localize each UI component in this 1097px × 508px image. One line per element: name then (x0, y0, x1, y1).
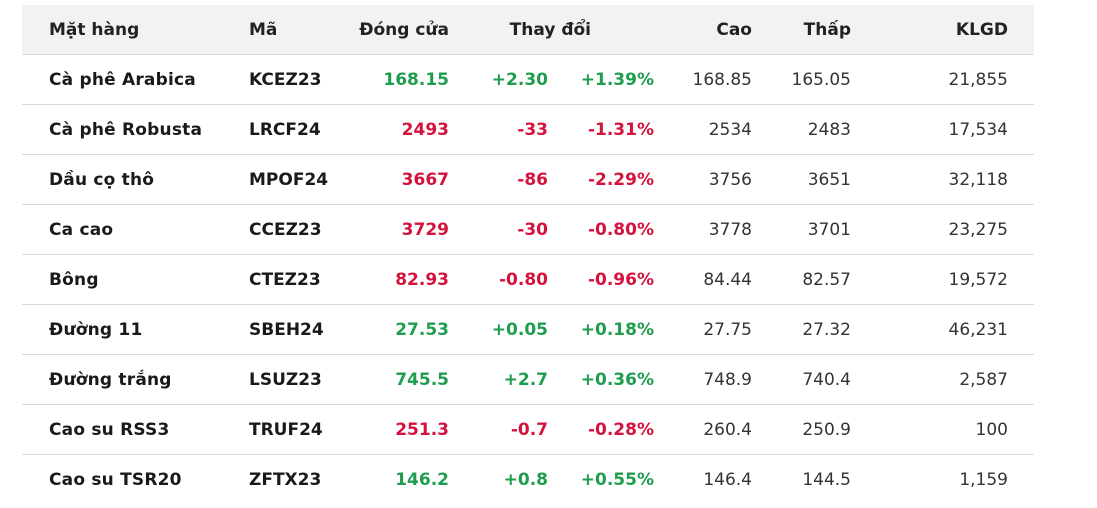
commodity-code: CTEZ23 (249, 269, 321, 290)
close-price: 27.53 (395, 319, 449, 340)
commodity-name: Dầu cọ thô (49, 169, 155, 190)
high-price: 84.44 (703, 269, 752, 290)
header-close[interactable]: Đóng cửa (359, 19, 449, 40)
price-change: +2.7 (503, 369, 548, 390)
close-price: 168.15 (383, 69, 449, 90)
close-price: 3729 (401, 219, 449, 240)
table-row[interactable]: Ca cao CCEZ23 3729 -30 -0.80% 3778 3701 23,275 (22, 205, 1034, 255)
price-change: -0.7 (510, 419, 548, 440)
low-price: 27.32 (802, 319, 851, 340)
percent-change: +1.39% (580, 69, 654, 90)
trading-volume: 23,275 (948, 219, 1008, 240)
header-volume[interactable]: KLGD (955, 19, 1008, 40)
low-price: 165.05 (791, 69, 851, 90)
price-change: -30 (517, 219, 548, 240)
commodity-name: Cao su RSS3 (49, 419, 170, 440)
header-name[interactable]: Mặt hàng (49, 19, 140, 40)
commodity-code: ZFTX23 (249, 470, 322, 490)
trading-volume: 17,534 (948, 119, 1008, 140)
close-price: 146.2 (395, 470, 449, 490)
low-price: 740.4 (802, 369, 851, 390)
table-row[interactable]: Cà phê Arabica KCEZ23 168.15 +2.30 +1.39% 168… (22, 55, 1034, 105)
price-change: +0.8 (503, 470, 548, 490)
commodity-name: Ca cao (49, 219, 114, 240)
low-price: 3701 (807, 219, 851, 240)
trading-volume: 21,855 (948, 69, 1008, 90)
trading-volume: 2,587 (959, 369, 1008, 390)
commodity-price-table: Mặt hàng Mã Đóng cửa Thay đổi Cao Thấp K… (22, 5, 1034, 505)
high-price: 27.75 (703, 319, 752, 340)
percent-change: -0.96% (587, 269, 654, 290)
percent-change: +0.36% (580, 369, 654, 390)
close-price: 3667 (401, 169, 449, 190)
price-change: -33 (517, 119, 548, 140)
table-row[interactable]: Cao su RSS3 TRUF24 251.3 -0.7 -0.28% 260.4 250… (22, 405, 1034, 455)
commodity-name: Cà phê Robusta (49, 119, 203, 140)
commodity-name: Đường 11 (49, 319, 143, 340)
high-price: 168.85 (692, 69, 752, 90)
price-change: -0.80 (499, 269, 548, 290)
commodity-name: Đường trắng (49, 369, 172, 390)
table-body: Cà phê Arabica KCEZ23 168.15 +2.30 +1.39% 168… (22, 55, 1034, 505)
percent-change: -1.31% (587, 119, 654, 140)
low-price: 144.5 (802, 470, 851, 490)
table-row[interactable]: Dầu cọ thô MPOF24 3667 -86 -2.29% 3756 3651 32,… (22, 155, 1034, 205)
high-price: 146.4 (703, 470, 752, 490)
commodity-name: Cà phê Arabica (49, 69, 196, 90)
trading-volume: 46,231 (948, 319, 1008, 340)
header-low[interactable]: Thấp (803, 19, 851, 40)
percent-change: -2.29% (587, 169, 654, 190)
commodity-code: SBEH24 (249, 319, 324, 340)
price-change: -86 (517, 169, 548, 190)
commodity-name: Cao su TSR20 (49, 470, 182, 490)
commodity-code: LRCF24 (249, 119, 321, 140)
close-price: 745.5 (395, 369, 449, 390)
high-price: 3778 (708, 219, 752, 240)
price-change: +0.05 (491, 319, 548, 340)
commodity-code: TRUF24 (249, 419, 323, 440)
trading-volume: 19,572 (948, 269, 1008, 290)
commodity-code: LSUZ23 (249, 369, 322, 390)
close-price: 2493 (401, 119, 449, 140)
price-change: +2.30 (491, 69, 548, 90)
low-price: 3651 (807, 169, 851, 190)
trading-volume: 100 (975, 419, 1008, 440)
low-price: 250.9 (802, 419, 851, 440)
table-row[interactable]: Đường 11 SBEH24 27.53 +0.05 +0.18% 27.75 27.32… (22, 305, 1034, 355)
header-high[interactable]: Cao (716, 19, 752, 40)
low-price: 2483 (807, 119, 851, 140)
percent-change: +0.18% (580, 319, 654, 340)
trading-volume: 32,118 (948, 169, 1008, 190)
percent-change: -0.80% (587, 219, 654, 240)
percent-change: +0.55% (580, 470, 654, 490)
commodity-name: Bông (49, 269, 99, 290)
header-code[interactable]: Mã (249, 19, 278, 40)
high-price: 748.9 (703, 369, 752, 390)
table-row[interactable]: Đường trắng LSUZ23 745.5 +2.7 +0.36% 748.9 740… (22, 355, 1034, 405)
low-price: 82.57 (802, 269, 851, 290)
high-price: 2534 (708, 119, 752, 140)
commodity-code: CCEZ23 (249, 219, 322, 240)
table-row[interactable]: Cao su TSR20 ZFTX23 146.2 +0.8 +0.55% 146.4 14… (22, 455, 1034, 505)
commodity-code: KCEZ23 (249, 69, 322, 90)
high-price: 3756 (708, 169, 752, 190)
header-change[interactable]: Thay đổi (509, 19, 591, 40)
table-row[interactable]: Bông CTEZ23 82.93 -0.80 -0.96% 84.44 82.57 19,5… (22, 255, 1034, 305)
commodity-code: MPOF24 (249, 169, 329, 190)
table-row[interactable]: Cà phê Robusta LRCF24 2493 -33 -1.31% 2534 248… (22, 105, 1034, 155)
table-header-row: Mặt hàng Mã Đóng cửa Thay đổi Cao Thấp K… (22, 5, 1034, 55)
close-price: 82.93 (395, 269, 449, 290)
trading-volume: 1,159 (959, 470, 1008, 490)
percent-change: -0.28% (587, 419, 654, 440)
close-price: 251.3 (395, 419, 449, 440)
high-price: 260.4 (703, 419, 752, 440)
